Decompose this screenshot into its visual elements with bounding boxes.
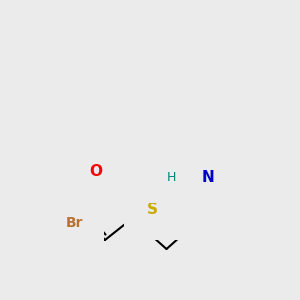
Text: H: H xyxy=(167,171,176,184)
Text: Br: Br xyxy=(66,216,83,230)
Text: N: N xyxy=(153,164,165,178)
Text: O: O xyxy=(89,164,102,179)
Text: S: S xyxy=(147,202,158,217)
Text: N: N xyxy=(201,169,214,184)
